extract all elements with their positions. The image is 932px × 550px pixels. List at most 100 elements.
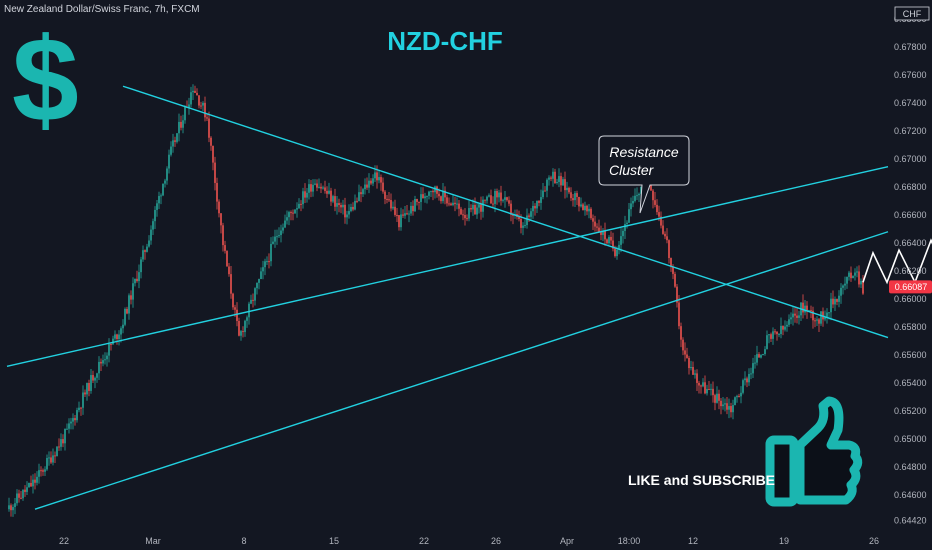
candle [484, 199, 486, 204]
candle [76, 407, 78, 423]
candle-body [520, 219, 522, 228]
candle [848, 270, 850, 281]
candle [28, 482, 30, 488]
candle [610, 231, 612, 245]
candle [500, 185, 502, 206]
candle [304, 183, 306, 204]
candle-body [144, 250, 146, 252]
candle-body [228, 266, 230, 275]
candle [154, 206, 156, 229]
candle [104, 352, 106, 365]
candle-body [510, 203, 512, 215]
candle [48, 451, 50, 466]
candle [428, 190, 430, 200]
candle [330, 187, 332, 206]
candle-body [268, 261, 270, 263]
time-axis[interactable]: 22 Mar 8 15 22 26 Apr 18:00 12 19 26 [59, 536, 879, 546]
candle [86, 382, 88, 401]
candle [736, 394, 738, 403]
candle-body [368, 180, 370, 188]
candle [860, 278, 862, 289]
price-tick-label: 0.66400 [894, 238, 927, 248]
candle [198, 95, 200, 109]
candle [346, 210, 348, 225]
candle-body [358, 192, 360, 202]
candle [486, 195, 488, 204]
candle [792, 306, 794, 326]
candle-body [614, 248, 616, 257]
candle-body [432, 190, 434, 193]
candle [422, 187, 424, 199]
price-tick-label: 0.66800 [894, 182, 927, 192]
candle [14, 498, 16, 515]
candle-body [692, 367, 694, 375]
candle [714, 393, 716, 411]
candle [574, 191, 576, 207]
candle [70, 417, 72, 430]
candle-body [88, 383, 90, 391]
candle [414, 195, 416, 213]
candle [84, 389, 86, 397]
candle-body [18, 493, 20, 498]
candle [554, 168, 556, 184]
candle-body [426, 195, 428, 197]
candle-body [240, 331, 242, 336]
candle [226, 250, 228, 267]
trendline [34, 231, 889, 510]
price-tick-label: 0.64420 [894, 515, 927, 525]
candle [788, 314, 790, 328]
candle-body [210, 137, 212, 146]
candle-body [440, 196, 442, 202]
candle-body [672, 266, 674, 274]
candle-body [744, 378, 746, 381]
candle-body [54, 455, 56, 457]
candle [356, 197, 358, 204]
candle-body [374, 172, 376, 179]
candle [440, 195, 442, 204]
candle [446, 194, 448, 207]
candle-body [66, 428, 68, 430]
candle-body [140, 259, 142, 273]
candle-body [786, 324, 788, 327]
candle-body [712, 388, 714, 396]
candle [564, 171, 566, 199]
candle [664, 231, 666, 240]
candle [764, 346, 766, 356]
candle [230, 266, 232, 299]
candle-body [288, 212, 290, 218]
candle [398, 215, 400, 231]
candle-body [28, 482, 30, 488]
candle-body [568, 187, 570, 193]
candle-body [694, 373, 696, 375]
candle-body [500, 192, 502, 201]
trendline [122, 85, 889, 339]
candle-body [408, 213, 410, 215]
time-tick-label: 19 [779, 536, 789, 546]
candle [630, 197, 632, 217]
candle-body [824, 317, 826, 320]
candle [744, 371, 746, 386]
candle [604, 222, 606, 246]
candle [150, 225, 152, 245]
candle [766, 330, 768, 350]
candle [108, 338, 110, 363]
candle [662, 220, 664, 235]
candle [326, 186, 328, 198]
candle [260, 267, 262, 280]
candle-body [696, 373, 698, 383]
candle-body [290, 212, 292, 214]
candle-body [622, 230, 624, 237]
candle-body [16, 493, 18, 504]
candle [436, 185, 438, 198]
candle-body [494, 190, 496, 204]
candle [106, 352, 108, 367]
candle [270, 237, 272, 267]
candle [534, 203, 536, 216]
candle-body [194, 90, 196, 93]
candle-body [442, 190, 444, 202]
candle-body [306, 192, 308, 198]
candle-body [40, 470, 42, 472]
candle-body [318, 186, 320, 188]
trendlines [6, 85, 889, 510]
